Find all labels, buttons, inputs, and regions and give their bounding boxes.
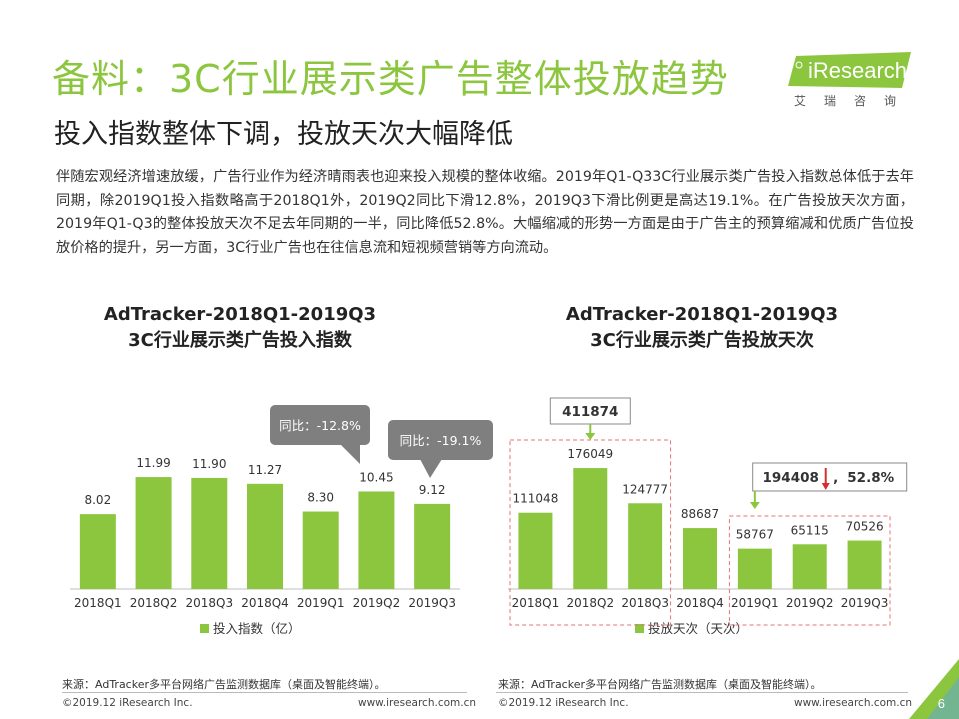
chart2-total-2019-value: 194408: [763, 470, 819, 486]
chart1-value-label: 8.02: [84, 493, 111, 507]
chart1-bar-2019Q3: [414, 503, 451, 589]
chart2-total-2019-arrow-head: [749, 502, 760, 509]
chart2-bar-2018Q3: [628, 503, 663, 589]
chart1-value-label: 8.30: [307, 491, 334, 505]
chart1-tick-label: 2019Q3: [408, 596, 456, 610]
chart1-value-label: 11.90: [192, 457, 226, 471]
chart2-decline-percent: 52.8%: [847, 470, 894, 486]
chart1-bar-2018Q4: [247, 483, 283, 589]
chart2-value-label: 176049: [567, 447, 613, 461]
chart2-group-2019-dashed-box: [728, 515, 891, 626]
chart2-bar-2018Q1: [518, 512, 553, 589]
chart1-bar-2018Q1: [79, 514, 116, 589]
copyright-right: ©2019.12 iResearch Inc.: [498, 697, 629, 709]
intro-paragraph: 伴随宏观经济增速放缓，广告行业作为经济晴雨表也迎来投入规模的整体收缩。2019年…: [56, 169, 914, 256]
chart2-legend-swatch: [635, 624, 644, 633]
page-number: 6: [937, 696, 945, 711]
chart1-legend-label: 投入指数（亿）: [213, 621, 301, 636]
logo-chinese-text: 艾瑞咨询: [794, 94, 915, 108]
logo-shape: [788, 52, 911, 88]
chart1-bar-2019Q1: [302, 511, 339, 589]
page-corner-shape: [909, 659, 959, 719]
chart2-value-label: 111048: [513, 492, 559, 506]
chart2-bar-2019Q1: [737, 548, 772, 589]
source-note-left: 来源：AdTracker多平台网络广告监测数据库（桌面及智能终端）。: [62, 678, 386, 691]
chart2-decline-arrow-head: [821, 483, 830, 490]
chart2-value-label: 70526: [845, 520, 883, 534]
chart2-value-label: 124777: [622, 482, 668, 496]
source-note-right: 来源：AdTracker多平台网络广告监测数据库（桌面及智能终端）。: [498, 678, 822, 691]
logo-text: iResearch: [808, 58, 908, 83]
chart2-tick-label: 2018Q2: [566, 596, 614, 610]
chart1-value-label: 11.99: [136, 456, 170, 470]
chart2-total-2018-box: [549, 397, 631, 425]
chart2-tick-label: 2019Q1: [731, 596, 779, 610]
chart2-tick-label: 2018Q3: [621, 596, 669, 610]
chart2-value-label: 65115: [791, 523, 829, 537]
website-right[interactable]: www.iresearch.com.cn: [794, 697, 913, 709]
chart2-title-line2: 3C行业展示类广告投放天次: [590, 330, 814, 351]
chart1-tick-label: 2019Q2: [353, 596, 401, 610]
chart2-bar-2019Q2: [792, 544, 827, 589]
chart1-callout-q3-box: [388, 420, 493, 460]
chart1-tick-label: 2019Q1: [297, 596, 345, 610]
chart2-title-line1: AdTracker-2018Q1-2019Q3: [565, 304, 839, 325]
footer-divider-left: [62, 692, 467, 693]
chart1-tick-label: 2018Q2: [130, 596, 178, 610]
chart2-bar-2018Q4: [683, 528, 717, 589]
chart2-legend-label: 投放天次（天次）: [648, 621, 748, 636]
chart2-tick-label: 2018Q4: [676, 596, 724, 610]
chart2-bar-2018Q2: [573, 468, 608, 589]
chart1-bar-2018Q2: [135, 477, 172, 589]
page-title: 备料：3C行业展示类广告整体投放趋势: [52, 57, 729, 101]
chart1-callout-q3-text: 同比：-19.1%: [400, 433, 482, 448]
chart2-tick-label: 2019Q2: [786, 596, 834, 610]
footer-divider-right: [496, 692, 908, 693]
website-left[interactable]: www.iresearch.com.cn: [358, 697, 477, 709]
chart1-callout-q2-text: 同比：-12.8%: [279, 418, 361, 433]
chart1-title-line2: 3C行业展示类广告投入指数: [128, 330, 352, 351]
chart1-tick-label: 2018Q3: [185, 596, 233, 610]
chart1-callout-q2-pointer: [340, 444, 360, 464]
chart1-callout-q3-pointer: [420, 459, 442, 478]
chart1-value-label: 11.27: [248, 463, 282, 477]
chart2-bar-2019Q3: [847, 540, 882, 589]
chart2-value-label: 58767: [736, 528, 774, 542]
iresearch-logo: iResearch 艾瑞咨询: [786, 52, 911, 112]
copyright-left: ©2019.12 iResearch Inc.: [62, 697, 193, 709]
chart1-value-label: 10.45: [359, 470, 393, 484]
chart2-tick-label: 2018Q1: [512, 596, 560, 610]
chart1-legend-swatch: [200, 624, 209, 633]
chart1-tick-label: 2018Q4: [241, 596, 289, 610]
chart1-bar-2018Q3: [191, 477, 228, 589]
chart2-tick-label: 2019Q3: [841, 596, 889, 610]
chart1-title-line1: AdTracker-2018Q1-2019Q3: [103, 304, 377, 325]
chart2-title: AdTracker-2018Q1-2019Q3 3C行业展示类广告投放天次: [512, 302, 892, 354]
chart2-value-label: 88687: [681, 507, 719, 521]
chart2-total-2018-value: 411874: [562, 404, 618, 420]
chart2-total-2019-separator: ,: [833, 470, 838, 486]
chart2-total-2019-box: [752, 462, 908, 492]
chart1-value-label: 9.12: [419, 483, 446, 497]
chart1-bar-2019Q2: [358, 491, 395, 589]
page-subtitle: 投入指数整体下调，投放天次大幅降低: [54, 119, 513, 150]
chart1-title: AdTracker-2018Q1-2019Q3 3C行业展示类广告投入指数: [50, 302, 430, 354]
chart2-total-2018-arrow-head: [585, 433, 596, 440]
chart1-callout-q2-box: [270, 405, 370, 445]
chart1-tick-label: 2018Q1: [74, 596, 122, 610]
